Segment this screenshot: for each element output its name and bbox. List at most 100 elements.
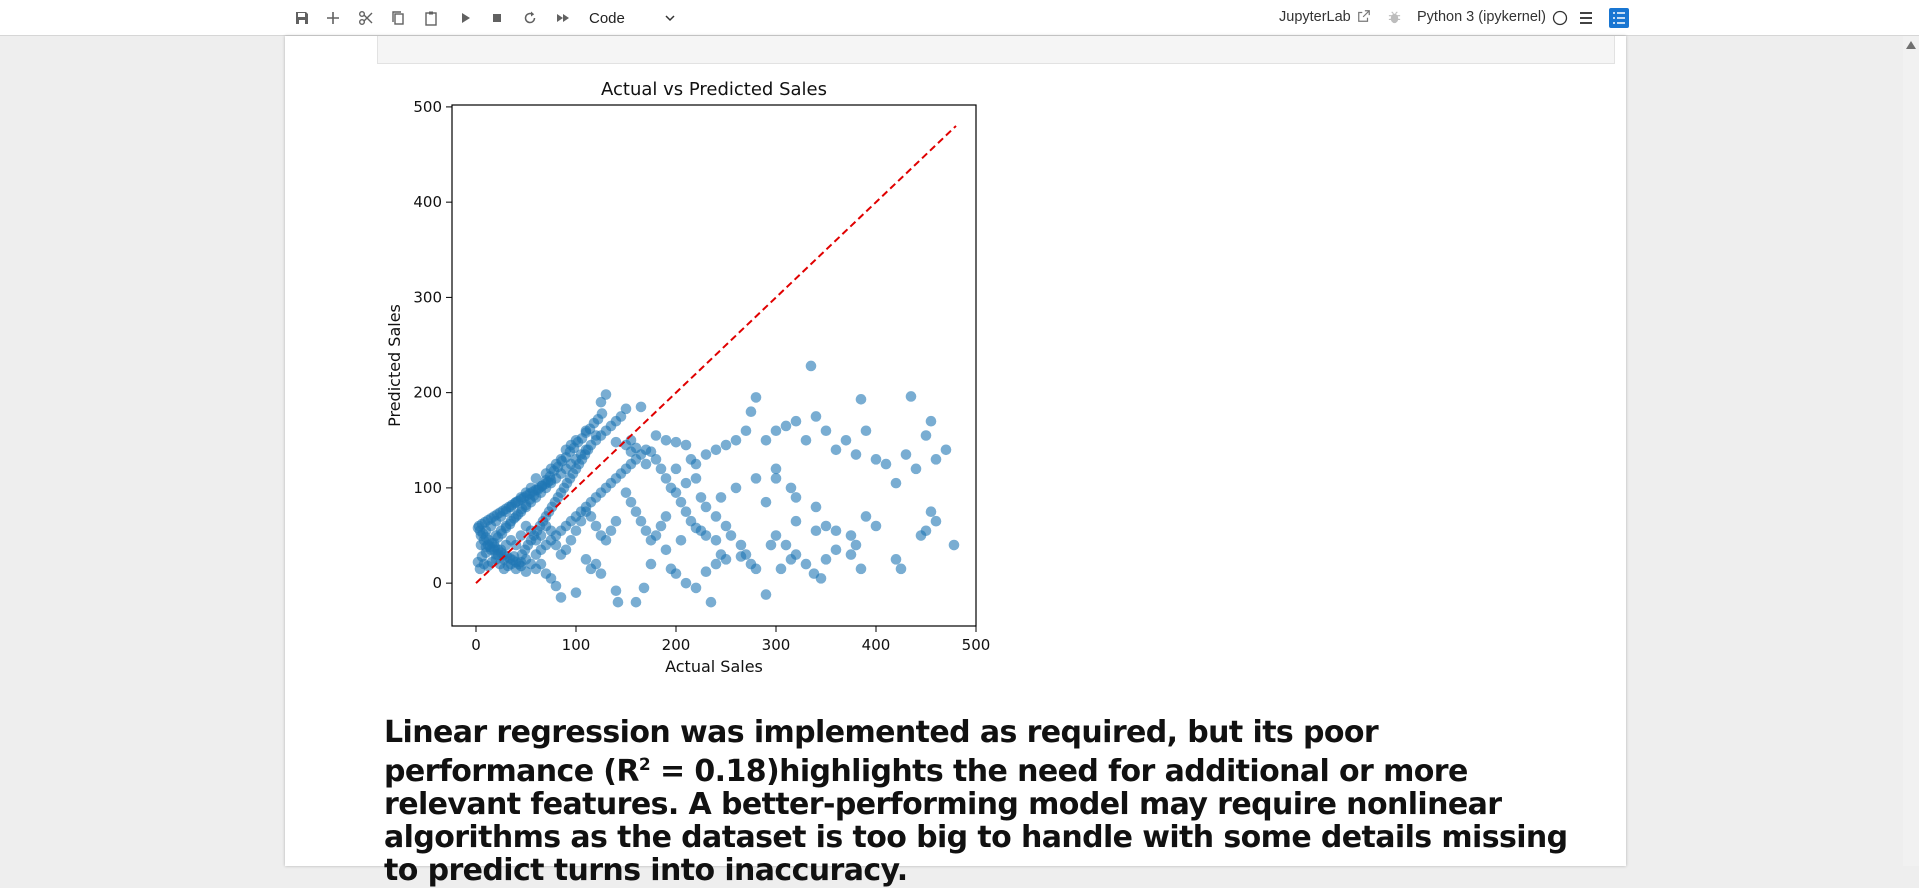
scatter-point [770, 473, 782, 484]
scatter-point [770, 530, 782, 541]
scatter-point [630, 506, 642, 518]
scatter-point [775, 563, 787, 575]
scatter-point [760, 589, 772, 600]
kernel-status-indicator [1552, 10, 1568, 30]
scatter-point [720, 520, 732, 532]
scatter-point [680, 477, 692, 489]
plot-frame [451, 104, 977, 627]
scatter-point [820, 554, 832, 565]
paste-button[interactable] [421, 8, 441, 28]
scatter-point [650, 530, 662, 541]
scatter-point [595, 396, 607, 408]
scatter-point [630, 596, 642, 608]
scatter-point [925, 506, 937, 518]
scatter-point [855, 394, 867, 405]
x-tick-label: 500 [962, 636, 991, 654]
scatter-point [750, 392, 762, 403]
cut-icon [359, 11, 373, 25]
scatter-point [745, 406, 757, 417]
cell-type-select[interactable]: Code [582, 7, 682, 29]
scatter-point [780, 420, 792, 432]
save-button[interactable] [292, 8, 312, 28]
scatter-point [870, 520, 882, 532]
scatter-point [520, 566, 532, 578]
scatter-point [845, 549, 857, 560]
scatter-point [595, 568, 607, 579]
x-tick-label: 200 [662, 636, 691, 654]
scatter-point [680, 577, 692, 589]
notebook-toolbar: Code JupyterLab Python 3 (ipykernel) [0, 0, 1919, 36]
scatter-point [635, 515, 647, 527]
scatter-point [930, 454, 942, 465]
scatter-point [705, 596, 717, 608]
scatter-point [540, 520, 552, 532]
scatter-point [475, 539, 487, 551]
scatter-point [615, 411, 627, 422]
scatter-point [655, 463, 667, 475]
scatter-point [700, 501, 712, 513]
scatter-point [620, 403, 632, 415]
menu-button[interactable] [1578, 10, 1594, 30]
scatter-point [900, 449, 912, 460]
scroll-up-arrow-icon[interactable] [1906, 41, 1916, 49]
scatter-point [680, 506, 692, 518]
scatter-point [840, 434, 852, 446]
scatter-point [638, 582, 650, 594]
scatter-point [650, 454, 662, 465]
y-tick-label: 0 [432, 574, 442, 592]
notebook-panel [285, 36, 1626, 866]
interrupt-kernel-button[interactable] [487, 8, 507, 28]
scatter-point [785, 482, 797, 494]
scatter-point [765, 539, 777, 551]
x-tick-label: 300 [762, 636, 791, 654]
scatter-point [630, 442, 642, 454]
scatter-chart: Actual vs Predicted Sales 0 100 200 300 400 50… [385, 79, 991, 676]
cut-button[interactable] [356, 8, 376, 28]
scatter-point [740, 425, 752, 437]
scatter-point [540, 568, 552, 579]
cell-type-label: Code [589, 9, 625, 27]
scatter-point [555, 549, 567, 560]
scatter-point [575, 515, 587, 527]
scatter-point [735, 539, 747, 551]
scatter-point [595, 530, 607, 541]
scatter-point [580, 506, 592, 518]
scatter-point [580, 554, 592, 565]
run-cell-button[interactable] [455, 8, 475, 28]
markdown-text-part1: Linear regression was implemented as req… [384, 715, 1379, 789]
vertical-scrollbar[interactable] [1903, 36, 1919, 866]
scatter-point [570, 525, 582, 537]
kernel-name[interactable]: Python 3 (ipykernel) [1417, 9, 1546, 25]
paste-icon [425, 11, 437, 26]
add-cell-button[interactable] [323, 8, 343, 28]
scatter-point [850, 449, 862, 460]
scatter-point [550, 539, 562, 551]
copy-button[interactable] [388, 8, 408, 28]
scatter-point [860, 425, 872, 437]
scatter-point [948, 539, 960, 551]
scatter-point [890, 554, 902, 565]
table-of-contents-button[interactable] [1609, 8, 1629, 32]
scatter-point [530, 473, 542, 484]
scatter-point [905, 391, 917, 402]
scatter-point [605, 525, 617, 537]
scatter-point [525, 558, 537, 570]
scatter-point [760, 496, 772, 508]
restart-kernel-button[interactable] [520, 8, 540, 28]
x-tick-label: 0 [471, 636, 481, 654]
jupyterlab-label: JupyterLab [1279, 9, 1351, 25]
y-tick-label: 400 [413, 193, 442, 211]
debugger-toggle[interactable] [1387, 10, 1402, 29]
scatter-point [720, 554, 732, 565]
open-in-jupyterlab-link[interactable]: JupyterLab [1279, 9, 1371, 25]
save-icon [296, 12, 308, 24]
scatter-point [670, 436, 682, 448]
scatter-point [640, 525, 652, 537]
scatter-point [655, 520, 667, 532]
scatter-point [810, 501, 822, 513]
scatter-point [830, 544, 842, 556]
scatter-point [820, 425, 832, 437]
scatter-point [695, 492, 707, 503]
scatter-point [760, 434, 772, 446]
restart-run-all-button[interactable] [553, 8, 573, 28]
